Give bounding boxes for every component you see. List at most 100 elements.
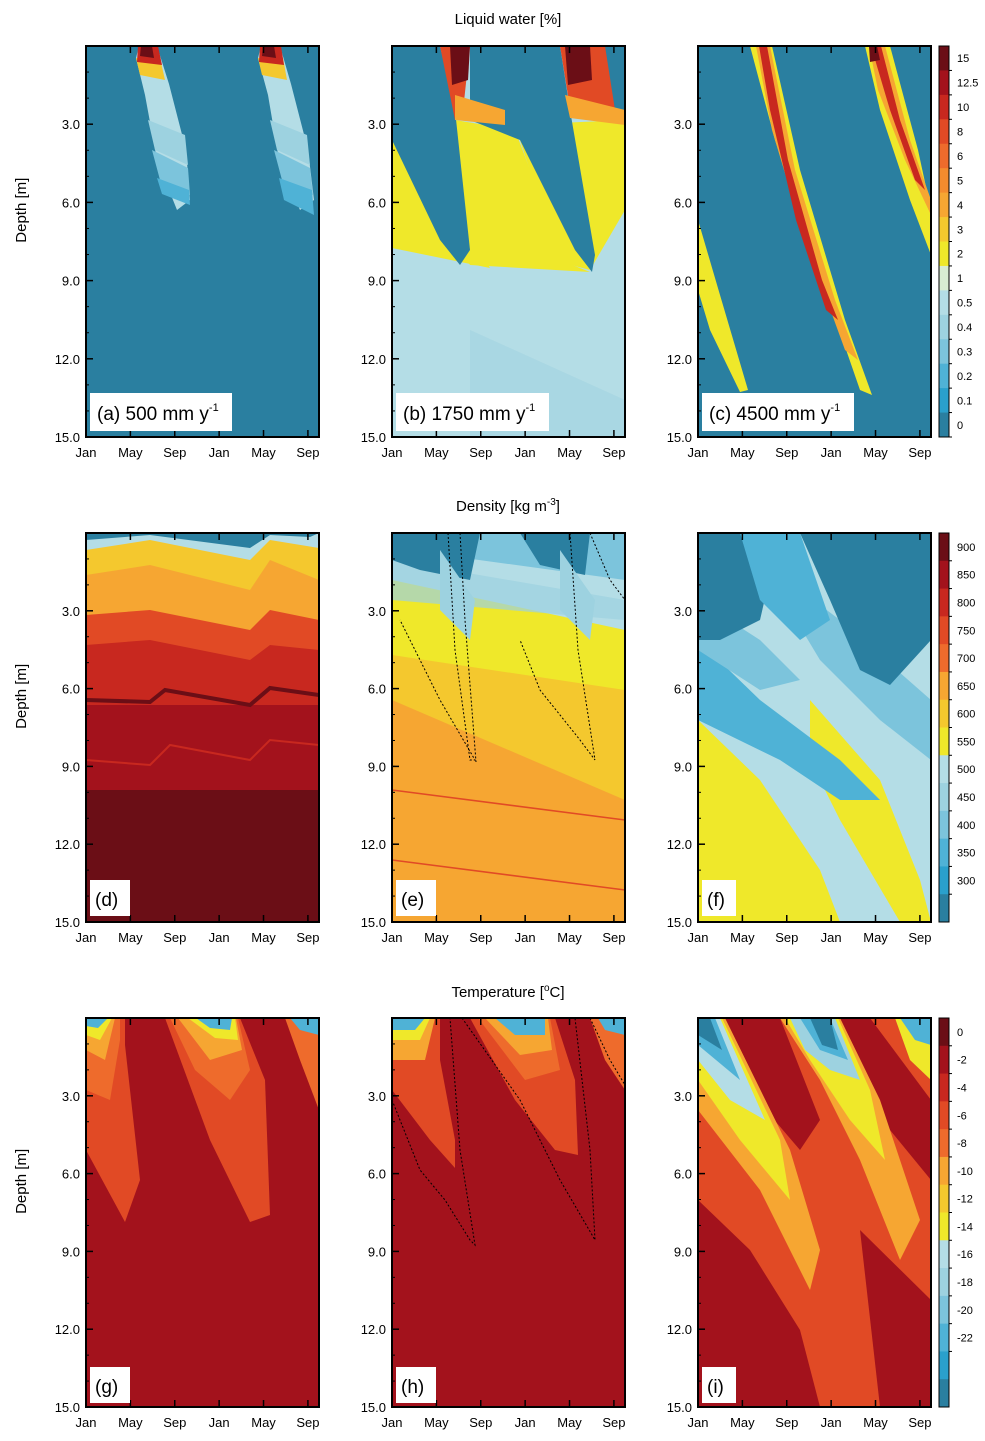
panel-h-temperature — [392, 1018, 625, 1407]
x-tick-label: Jan — [821, 930, 842, 945]
x-tick-label: Sep — [908, 1415, 931, 1430]
colorbar-label: -14 — [957, 1221, 973, 1233]
y-tick-label: 6.0 — [368, 195, 386, 210]
y-tick-label: 9.0 — [674, 1244, 692, 1259]
x-tick-label: Jan — [76, 1415, 97, 1430]
colorbar-swatch — [939, 46, 949, 71]
panel-c-liquid-water — [698, 46, 931, 437]
x-tick-label: Sep — [908, 930, 931, 945]
x-tick-label: Jan — [209, 445, 230, 460]
colorbar-label: 700 — [957, 653, 975, 665]
y-tick-label: 15.0 — [361, 430, 386, 445]
colorbar-swatch — [939, 70, 949, 96]
colorbar-label: 650 — [957, 681, 975, 693]
colorbar-label: 0 — [957, 420, 963, 432]
y-axis-label: Depth [m] — [13, 178, 30, 243]
colorbar-label: -12 — [957, 1194, 973, 1206]
colorbar-label: 8 — [957, 127, 963, 139]
colorbar-swatch — [939, 1156, 949, 1186]
plot-frame — [85, 1017, 320, 1408]
colorbar-label: 850 — [957, 570, 975, 582]
x-tick-label: May — [424, 930, 449, 945]
colorbar-swatch — [939, 388, 949, 414]
colorbar-label: 900 — [957, 542, 975, 554]
panel-label-e: (e) — [396, 880, 436, 916]
colorbar-swatch — [939, 727, 949, 756]
svg-text:(d): (d) — [95, 890, 118, 911]
y-tick-label: 3.0 — [62, 1089, 80, 1104]
x-tick-label: Sep — [163, 445, 186, 460]
plot-frame — [697, 45, 932, 438]
y-tick-label: 6.0 — [62, 682, 80, 697]
colorbar-swatch — [939, 290, 949, 316]
colorbar-liquid-water: 15 12.5 10 8 6 5 4 3 2 1 0.5 0.4 0.3 0.2 0.1 0 — [938, 45, 978, 438]
colorbar-label: -10 — [957, 1166, 973, 1178]
y-tick-label: 9.0 — [368, 274, 386, 289]
panel-label-i: (i) — [702, 1367, 736, 1403]
x-tick-label: May — [730, 930, 755, 945]
colorbar-label: 600 — [957, 709, 975, 721]
colorbar-label: 450 — [957, 792, 975, 804]
x-tick-label: May — [863, 1415, 888, 1430]
colorbar-temperature: 0 -2 -4 -6 -8 -10 -12 -14 -16 -18 -20 -22 — [938, 1017, 973, 1408]
y-tick-label: 6.0 — [62, 1167, 80, 1182]
colorbar-swatch — [939, 265, 949, 291]
y-tick-label: 9.0 — [368, 1244, 386, 1259]
colorbar-swatch — [939, 1379, 949, 1408]
y-tick-label: 12.0 — [55, 1322, 80, 1337]
x-tick-label: Sep — [469, 445, 492, 460]
colorbar-label: 0.1 — [957, 395, 972, 407]
x-tick-label: May — [118, 1415, 143, 1430]
colorbar-swatch — [939, 1295, 949, 1325]
colorbar-label: 0 — [957, 1027, 963, 1039]
y-tick-label: 3.0 — [674, 1089, 692, 1104]
x-tick-label: May — [557, 445, 582, 460]
x-tick-label: Jan — [382, 930, 403, 945]
colorbar-label: 10 — [957, 102, 969, 114]
colorbar-label: 550 — [957, 736, 975, 748]
y-tick-label: 9.0 — [674, 759, 692, 774]
x-tick-label: May — [730, 445, 755, 460]
colorbar-swatch — [939, 1268, 949, 1297]
y-tick-label: 3.0 — [62, 117, 80, 132]
x-tick-label: Sep — [296, 1415, 319, 1430]
x-tick-label: May — [863, 445, 888, 460]
colorbar-swatch — [939, 363, 949, 389]
colorbar-swatch — [939, 699, 949, 728]
colorbar-swatch — [939, 1212, 949, 1241]
colorbar-label: 12.5 — [957, 78, 978, 90]
x-tick-label: Sep — [775, 930, 798, 945]
y-tick-label: 3.0 — [368, 117, 386, 132]
colorbar-swatch — [939, 755, 949, 784]
panel-label-h: (h) — [396, 1367, 436, 1403]
colorbar-swatch — [939, 533, 949, 562]
panel-label-g: (g) — [90, 1367, 130, 1403]
y-tick-label: 3.0 — [62, 604, 80, 619]
colorbar-label: 15 — [957, 53, 969, 65]
y-tick-label: 6.0 — [368, 682, 386, 697]
panel-d-density — [86, 533, 319, 922]
x-tick-label: Jan — [515, 1415, 536, 1430]
colorbar-swatch — [939, 168, 949, 194]
colorbar-label: -20 — [957, 1305, 973, 1317]
panel-b-liquid-water — [392, 46, 625, 437]
x-tick-label: May — [557, 930, 582, 945]
y-tick-label: 15.0 — [361, 1400, 386, 1415]
colorbar-label: -16 — [957, 1249, 973, 1261]
panel-label-d: (d) — [90, 880, 130, 916]
x-tick-label: Sep — [469, 930, 492, 945]
colorbar-label: 6 — [957, 151, 963, 163]
x-tick-label: Jan — [382, 1415, 403, 1430]
colorbar-swatch — [939, 838, 949, 867]
x-tick-label: Jan — [688, 445, 709, 460]
colorbar-swatch — [939, 1129, 949, 1158]
panel-g-temperature — [86, 1018, 319, 1407]
colorbar-swatch — [939, 94, 949, 120]
colorbar-swatch — [939, 1351, 949, 1380]
plot-frame — [697, 1017, 932, 1408]
x-tick-label: May — [118, 445, 143, 460]
